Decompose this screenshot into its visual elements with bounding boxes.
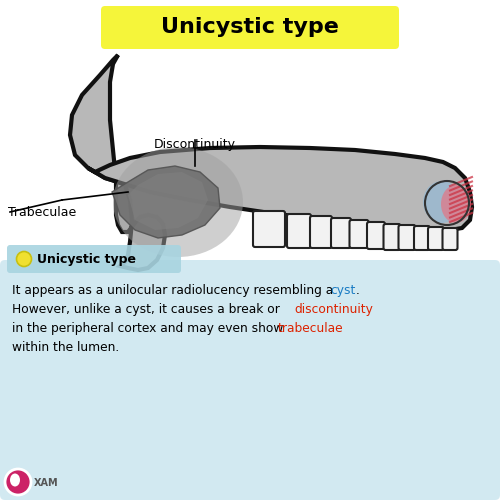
FancyBboxPatch shape (442, 228, 458, 250)
Text: cyst: cyst (330, 284, 355, 297)
Text: within the lumen.: within the lumen. (12, 341, 120, 354)
FancyBboxPatch shape (331, 218, 351, 248)
FancyBboxPatch shape (414, 226, 430, 250)
Text: XAM: XAM (34, 478, 58, 488)
Text: trabeculae: trabeculae (278, 322, 344, 335)
FancyBboxPatch shape (398, 225, 415, 250)
Circle shape (5, 469, 31, 495)
FancyBboxPatch shape (101, 6, 399, 49)
Text: Discontinuity: Discontinuity (154, 138, 236, 151)
Text: It appears as a unilocular radiolucency resembling a: It appears as a unilocular radiolucency … (12, 284, 337, 297)
Text: in the peripheral cortex and may even show: in the peripheral cortex and may even sh… (12, 322, 287, 335)
Polygon shape (70, 55, 165, 270)
Polygon shape (112, 166, 220, 238)
Text: discontinuity: discontinuity (294, 303, 373, 316)
Ellipse shape (423, 181, 461, 223)
Polygon shape (128, 172, 208, 230)
Text: However, unlike a cyst, it causes a break or: However, unlike a cyst, it causes a brea… (12, 303, 284, 316)
FancyBboxPatch shape (0, 260, 500, 500)
FancyBboxPatch shape (384, 224, 400, 250)
Polygon shape (88, 147, 472, 230)
FancyBboxPatch shape (310, 216, 332, 248)
FancyBboxPatch shape (287, 214, 311, 248)
FancyBboxPatch shape (367, 222, 385, 249)
Ellipse shape (10, 474, 20, 486)
Ellipse shape (113, 147, 243, 257)
FancyBboxPatch shape (253, 211, 285, 247)
Text: Trabeculae: Trabeculae (8, 206, 76, 218)
FancyBboxPatch shape (350, 220, 368, 248)
Ellipse shape (441, 185, 471, 223)
FancyBboxPatch shape (7, 245, 181, 273)
Text: Unicystic type: Unicystic type (161, 17, 339, 37)
Text: Unicystic type: Unicystic type (37, 252, 136, 266)
Circle shape (16, 252, 32, 266)
Text: .: . (356, 284, 360, 297)
FancyBboxPatch shape (428, 227, 444, 250)
